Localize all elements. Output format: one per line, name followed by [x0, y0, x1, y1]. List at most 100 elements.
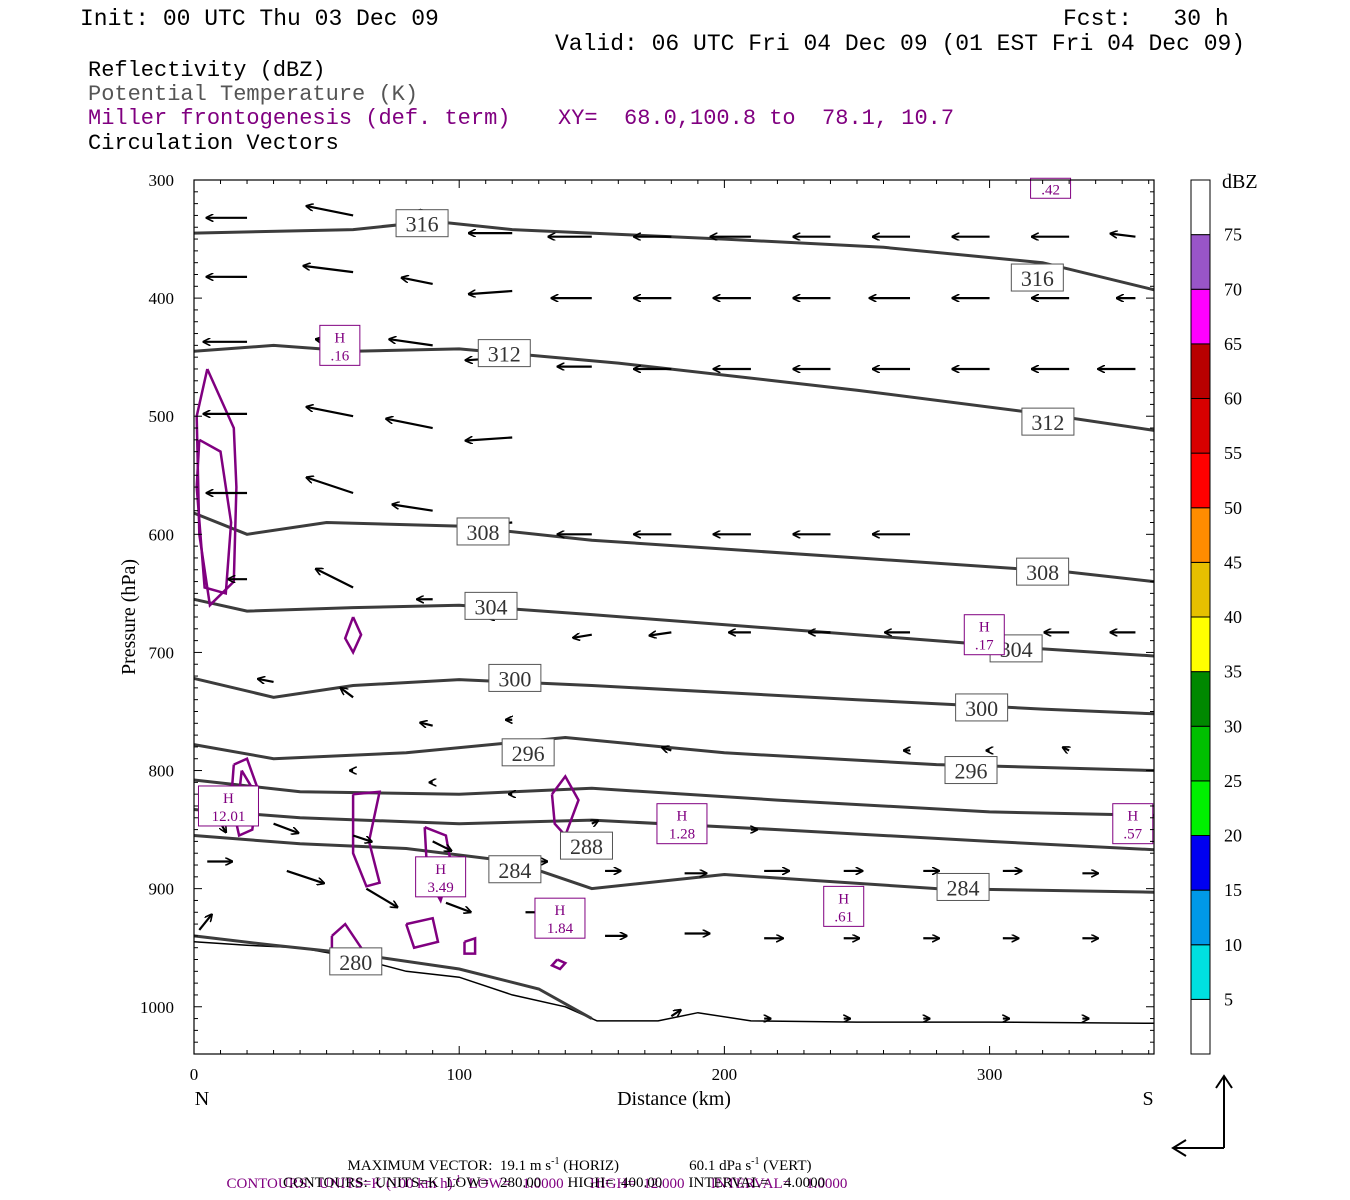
footer-max-vector: MAXIMUM VECTOR: 19.1 m s-1 (HORIZ) 60.1 d… [347, 1156, 812, 1174]
frontogenesis-contour [550, 774, 580, 838]
theta-label: 316 [395, 209, 449, 238]
circulation-vector [670, 1010, 680, 1016]
theta-label-text: 312 [488, 342, 521, 367]
frontogenesis-max: .42 [1030, 177, 1072, 199]
circulation-vector [469, 291, 513, 294]
frontogenesis-max: H .61 [823, 885, 865, 927]
colorbar-label: 50 [1224, 498, 1242, 518]
colorbar-segment [1190, 179, 1211, 236]
frontogenesis-max-value: .42 [1041, 182, 1060, 198]
y-tick-label: 800 [149, 762, 175, 781]
colorbar-label: 45 [1224, 552, 1242, 572]
colorbar-segment [1190, 452, 1211, 509]
theta-label: 312 [477, 339, 531, 368]
footer-theta-contours: CONTOURS: UNITS=K LOW= 280.00 HIGH= 400.… [283, 1175, 826, 1191]
theta-label: 280 [329, 947, 383, 976]
theta-label-box [488, 855, 542, 884]
theta-label: 284 [488, 855, 542, 884]
theta-contour [193, 511, 1155, 584]
colorbar-segment [1190, 998, 1211, 1055]
theta-label-box [1016, 557, 1070, 586]
colorbar-label: 30 [1224, 716, 1242, 736]
frontogenesis-max-value: .61 [834, 909, 853, 925]
frontogenesis-max-label: H [838, 891, 849, 907]
colorbar-segment [1190, 561, 1211, 618]
circulation-vector [307, 206, 354, 217]
frontogenesis-contour [343, 616, 363, 656]
circulation-vector [304, 266, 354, 274]
colorbar-label: 40 [1224, 607, 1242, 627]
frontogenesis-max-value: .57 [1123, 827, 1142, 843]
theta-label-box [395, 209, 449, 238]
frontogenesis-max-value: .17 [975, 638, 994, 654]
theta-label: 308 [456, 517, 510, 546]
plot-frame [193, 179, 1155, 1055]
theta-contour [193, 934, 593, 1020]
theta-label-text: 304 [475, 594, 508, 619]
theta-label-text: 300 [965, 696, 998, 721]
theta-label-box [488, 663, 542, 692]
colorbar-label: 15 [1224, 880, 1242, 900]
colorbar-segment [1190, 725, 1211, 782]
theta-label-box [456, 517, 510, 546]
circulation-vector [662, 747, 672, 750]
legend-reflectivity: Reflectivity (dBZ) [88, 58, 326, 83]
legend-vectors: Circulation Vectors [88, 131, 339, 156]
theta-label-text: 316 [1021, 266, 1054, 291]
frontogenesis-max-box [319, 324, 361, 366]
y-tick-label: 900 [149, 880, 175, 899]
frontogenesis-max-box [656, 803, 708, 845]
theta-label-box [329, 947, 383, 976]
colorbar-segment [1190, 507, 1211, 563]
x-tick-label: 0 [190, 1065, 199, 1084]
colorbar-segment [1190, 944, 1211, 1000]
frontogenesis-max-label: H [979, 620, 990, 636]
init-time: Init: 00 UTC Thu 03 Dec 09 [80, 6, 439, 32]
theta-label: 300 [488, 663, 542, 692]
colorbar: 5 10 15 20 25 30 35 40 45 50 55 60 65 70 75 [1190, 179, 1242, 1055]
theta-contour [193, 219, 1155, 292]
theta-label-text: 300 [498, 666, 531, 691]
frontogenesis-max-box [963, 614, 1005, 656]
circulation-vector [420, 723, 433, 726]
circulation-vector [365, 887, 397, 908]
circulation-vector [341, 688, 354, 699]
frontogenesis-max-value: 12.01 [212, 809, 246, 825]
frontogenesis-max: H .57 [1112, 803, 1154, 845]
y-tick-label: 500 [149, 407, 175, 426]
frontogenesis-contour [405, 916, 440, 950]
frontogenesis-max-box [1112, 803, 1154, 845]
theta-contour [193, 735, 1155, 772]
circulation-vector [1063, 747, 1069, 750]
frontogenesis-max-value: 3.49 [428, 880, 454, 896]
frontogenesis-contour [351, 790, 382, 888]
colorbar-label: 55 [1224, 443, 1242, 463]
y-tick-label: 700 [149, 643, 175, 662]
frontogenesis-max: H 1.28 [656, 803, 708, 845]
theta-label-text: 316 [406, 212, 439, 237]
x-tick-label: 300 [977, 1065, 1003, 1084]
frontogenesis-max-box [415, 856, 467, 898]
frontogenesis-max: H 3.49 [415, 856, 467, 898]
theta-label-box [1021, 407, 1075, 436]
theta-label-text: 308 [1026, 560, 1059, 585]
frontogenesis-max-label: H [334, 330, 345, 346]
y-tick-label: 600 [149, 525, 175, 544]
colorbar-segment [1190, 616, 1211, 673]
circulation-vector [650, 632, 672, 635]
circulation-vector [352, 834, 372, 842]
y-tick-label: 300 [149, 171, 175, 190]
circulation-vector [466, 437, 513, 440]
theta-label-box [944, 756, 998, 785]
circulation-vector [258, 679, 274, 682]
colorbar-label: 25 [1224, 771, 1242, 791]
colorbar-segment [1190, 671, 1211, 727]
colorbar-unit: dBZ [1222, 171, 1258, 193]
colorbar-segment [1190, 234, 1211, 290]
legend-frontogenesis: Miller frontogenesis (def. term) [88, 106, 511, 131]
circulation-vector [573, 635, 592, 638]
circulation-vector [198, 915, 211, 931]
theta-label-box [464, 591, 518, 620]
theta-label-box [477, 339, 531, 368]
